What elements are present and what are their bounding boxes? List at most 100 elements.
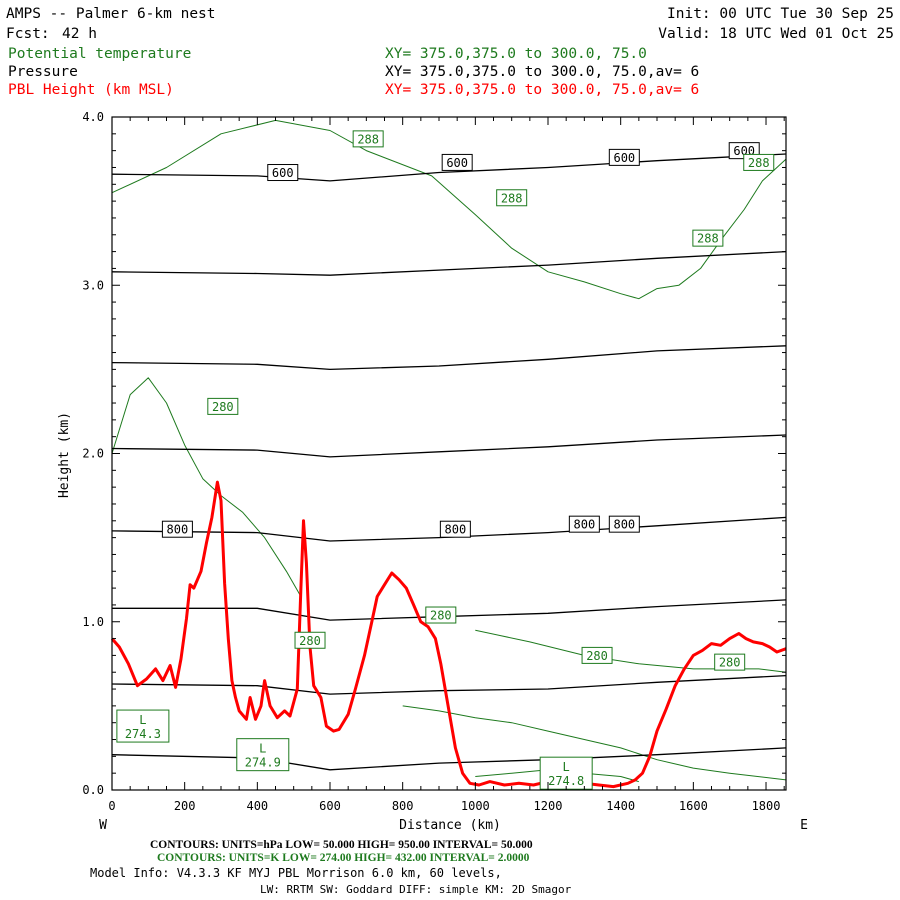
contour-label: 800 bbox=[439, 520, 471, 538]
theta-contour-line bbox=[111, 119, 787, 300]
contour-label-text: 288 bbox=[501, 191, 523, 205]
y-tick-label: 2.0 bbox=[82, 447, 104, 461]
theta-contour-info: CONTOURS: UNITS=K LOW= 274.00 HIGH= 432.… bbox=[157, 852, 530, 864]
low-marker-letter: L bbox=[259, 742, 266, 756]
pressure-contour-line bbox=[111, 434, 787, 458]
theta-contour-line bbox=[402, 705, 787, 781]
figure-title: AMPS -- Palmer 6-km nest bbox=[6, 6, 216, 22]
forecast-hours: 42 h bbox=[62, 26, 97, 42]
contour-label: 280 bbox=[294, 631, 326, 649]
contour-label: 800 bbox=[161, 520, 193, 538]
contour-label-text: 280 bbox=[586, 649, 608, 663]
contour-label-text: 280 bbox=[719, 656, 741, 670]
contour-label-text: 280 bbox=[299, 634, 321, 648]
contour-label: 288 bbox=[743, 153, 775, 171]
contour-label: 288 bbox=[496, 189, 528, 207]
x-axis-label: Distance (km) bbox=[399, 818, 501, 833]
low-marker-letter: L bbox=[139, 713, 146, 727]
contour-label-box bbox=[608, 148, 640, 166]
x-tick-label: 1200 bbox=[534, 799, 563, 813]
x-tick-label: 800 bbox=[392, 799, 414, 813]
contour-label-box bbox=[352, 130, 384, 148]
physics-info: LW: RRTM SW: Goddard DIFF: simple KM: 2D… bbox=[260, 883, 572, 896]
contour-label: 600 bbox=[441, 153, 473, 171]
contour-label: 280 bbox=[581, 646, 613, 664]
contour-label: 288 bbox=[352, 130, 384, 148]
legend-pbl-label: PBL Height (km MSL) bbox=[8, 82, 174, 98]
contour-label: 280 bbox=[425, 606, 457, 624]
legend-pbl-xy: XY= 375.0,375.0 to 300.0, 75.0,av= 6 bbox=[385, 82, 699, 98]
contour-label-box bbox=[743, 153, 775, 171]
low-marker-box bbox=[236, 738, 290, 772]
contour-label-box bbox=[161, 520, 193, 538]
x-tick-label: 400 bbox=[246, 799, 268, 813]
pressure-contour-info: CONTOURS: UNITS=hPa LOW= 50.000 HIGH= 95… bbox=[150, 839, 533, 851]
contour-label-box bbox=[267, 164, 299, 182]
contour-label-box bbox=[441, 153, 473, 171]
contour-label-text: 288 bbox=[748, 156, 770, 170]
contour-label-box bbox=[425, 606, 457, 624]
contour-label-box bbox=[439, 520, 471, 538]
y-tick-label: 1.0 bbox=[82, 615, 104, 629]
low-marker-box bbox=[116, 709, 170, 743]
model-info: Model Info: V4.3.3 KF MYJ PBL Morrison 6… bbox=[90, 866, 502, 880]
x-tick-label: 200 bbox=[174, 799, 196, 813]
contour-label: 800 bbox=[608, 515, 640, 533]
pressure-contours bbox=[111, 153, 787, 771]
contour-label: 288 bbox=[692, 229, 724, 247]
legend-pressure-xy: XY= 375.0,375.0 to 300.0, 75.0,av= 6 bbox=[385, 64, 699, 80]
low-marker-value: 274.9 bbox=[245, 756, 281, 770]
low-marker-value: 274.3 bbox=[125, 727, 161, 741]
theta-contour-line bbox=[475, 629, 787, 673]
contour-label-text: 288 bbox=[357, 132, 379, 146]
low-marker-letter: L bbox=[563, 760, 570, 774]
contour-label-text: 600 bbox=[446, 156, 468, 170]
y-tick-label: 3.0 bbox=[82, 278, 104, 292]
x-tick-label: 600 bbox=[319, 799, 341, 813]
init-time: Init: 00 UTC Tue 30 Sep 25 bbox=[667, 6, 894, 22]
plot-axes: 0 200 400 600 800 1000 1200 1400 1600 1800 0.0 1.0 2… bbox=[82, 110, 787, 813]
contour-label-text: 800 bbox=[167, 523, 189, 537]
contour-label-text: 800 bbox=[613, 518, 635, 532]
east-label: E bbox=[800, 818, 808, 833]
low-marker-box bbox=[539, 756, 593, 790]
pbl-height-line bbox=[110, 480, 787, 789]
legend-theta-xy: XY= 375.0,375.0 to 300.0, 75.0 bbox=[385, 46, 647, 62]
y-axis-label: Height (km) bbox=[57, 412, 72, 498]
contour-label-box bbox=[294, 631, 326, 649]
low-marker-value: 274.8 bbox=[548, 774, 584, 788]
pressure-contour-line bbox=[111, 153, 787, 182]
theta-contour-line bbox=[111, 377, 302, 597]
contour-label-text: 288 bbox=[697, 232, 719, 246]
contour-label-box bbox=[692, 229, 724, 247]
forecast-label: Fcst: bbox=[6, 26, 50, 42]
contour-label-box bbox=[581, 646, 613, 664]
x-tick-label: 1400 bbox=[606, 799, 635, 813]
contour-label-box bbox=[714, 653, 746, 671]
contour-label-box bbox=[496, 189, 528, 207]
x-tick-label: 1600 bbox=[679, 799, 708, 813]
contour-label-text: 800 bbox=[574, 518, 596, 532]
y-tick-label: 4.0 bbox=[82, 110, 104, 124]
valid-time: Valid: 18 UTC Wed 01 Oct 25 bbox=[658, 26, 894, 42]
legend-pressure-label: Pressure bbox=[8, 64, 78, 80]
contour-label: 800 bbox=[568, 515, 600, 533]
contour-label-text: 280 bbox=[212, 400, 234, 414]
contour-label: 600 bbox=[267, 164, 299, 182]
pressure-contour-line bbox=[111, 345, 787, 371]
pressure-contour-line bbox=[111, 516, 787, 542]
contour-label-text: 600 bbox=[272, 166, 294, 180]
contour-label: 600 bbox=[608, 148, 640, 166]
x-tick-label: 1000 bbox=[461, 799, 490, 813]
x-tick-label: 0 bbox=[108, 799, 115, 813]
contour-label-text: 800 bbox=[445, 523, 467, 537]
x-tick-label: 1800 bbox=[752, 799, 781, 813]
pressure-contour-line bbox=[111, 674, 787, 695]
west-label: W bbox=[99, 818, 107, 833]
plot-frame bbox=[111, 116, 787, 791]
contour-label-box bbox=[568, 515, 600, 533]
